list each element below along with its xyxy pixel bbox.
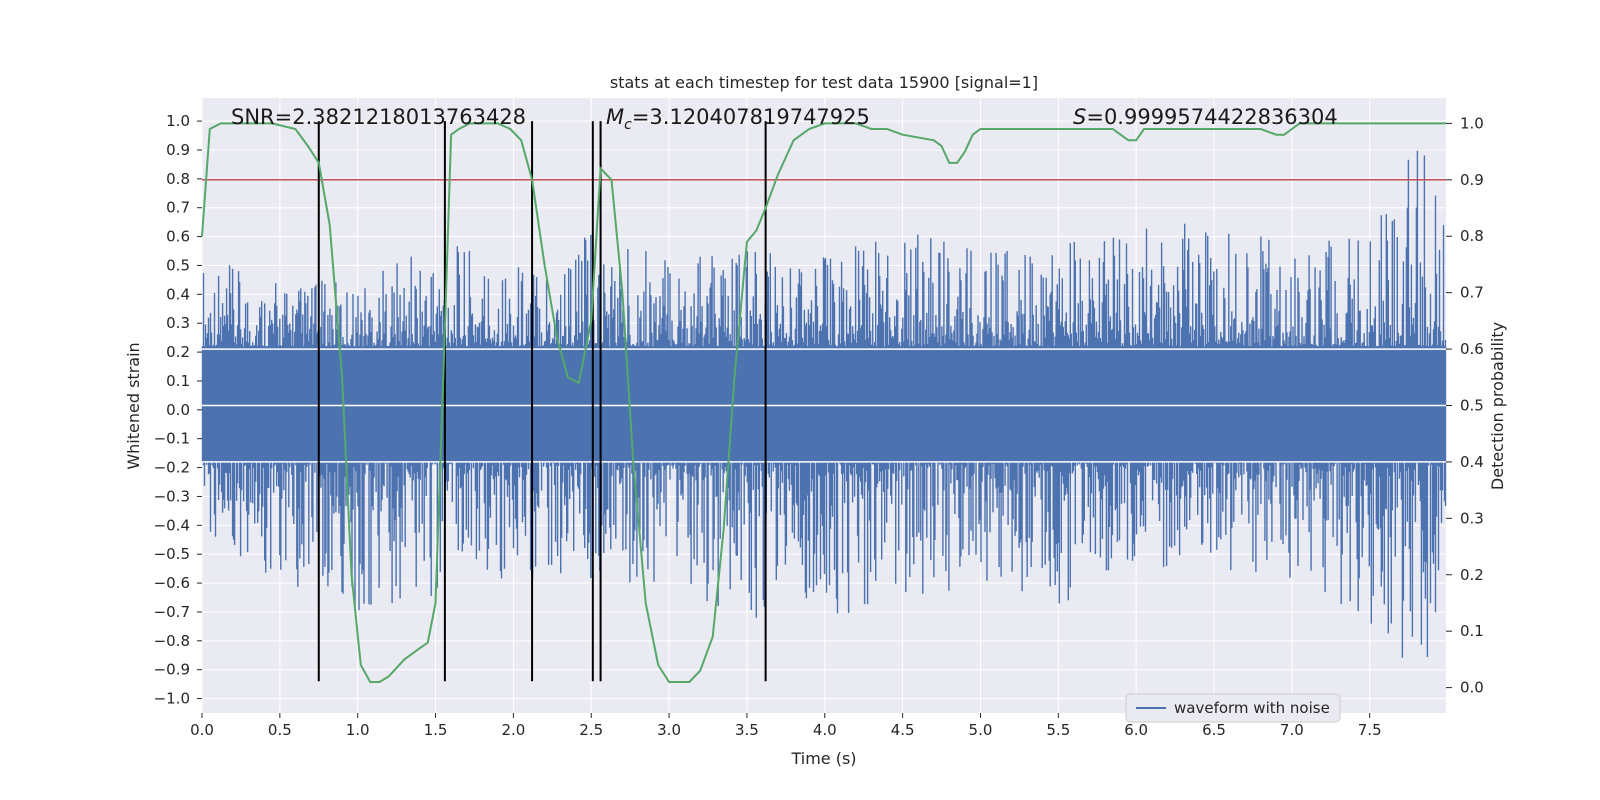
y-axis-label: Whitened strain: [124, 342, 143, 469]
legend: waveform with noise: [1125, 693, 1341, 723]
right-y-axis-label: Detection probability: [1488, 322, 1507, 490]
x-tick-label: 5.5: [1046, 721, 1070, 739]
chart-title: stats at each timestep for test data 159…: [610, 73, 1038, 92]
y-tick-label: 0.9: [166, 141, 190, 159]
y-tick-label: 0.2: [166, 343, 190, 361]
x-tick-label: 7.5: [1358, 721, 1382, 739]
y-tick-label: 0.4: [166, 285, 190, 303]
x-tick-label: 0.5: [268, 721, 292, 739]
detection-probability-series: [201, 122, 1446, 683]
right-y-tick-label: 0.2: [1460, 566, 1484, 584]
y-tick-label: 0.0: [166, 401, 190, 419]
x-axis-ticks: 0.0 0.5 1.0 1.5 2.0 2.5 3.0 3.5 4.0 4.5 5.0 5.5 6.0 6…: [190, 713, 1382, 739]
right-y-tick-label: 0.9: [1460, 171, 1484, 189]
noise-band-lines: [202, 348, 1446, 463]
legend-label: waveform with noise: [1174, 699, 1330, 717]
right-y-tick-label: 0.7: [1460, 284, 1484, 302]
y-axis-ticks: 1.0 0.9 0.8 0.7 0.6 0.5 0.4 0.3 0.2 0.1 0.0 −0.1 −0.…: [154, 112, 202, 708]
x-axis-label: Time (s): [790, 749, 856, 768]
waveform-series: [201, 150, 1447, 658]
y-tick-label: −1.0: [154, 690, 190, 708]
x-tick-label: 2.0: [501, 721, 525, 739]
x-tick-label: 3.0: [657, 721, 681, 739]
y-tick-label: −0.3: [154, 487, 190, 505]
y-tick-label: 0.5: [166, 256, 190, 274]
y-tick-label: 0.1: [166, 372, 190, 390]
y-tick-label: −0.1: [154, 430, 190, 448]
y-tick-label: −0.2: [154, 459, 190, 477]
snr-annotation: SNR=2.3821218013763428: [231, 105, 526, 129]
right-y-tick-label: 0.8: [1460, 227, 1484, 245]
right-y-tick-label: 0.3: [1460, 509, 1484, 527]
chirp-mass-subscript: c: [624, 117, 632, 133]
x-tick-label: 0.0: [190, 721, 214, 739]
right-y-tick-label: 1.0: [1460, 114, 1484, 132]
y-tick-label: −0.5: [154, 545, 190, 563]
right-y-tick-label: 0.6: [1460, 340, 1484, 358]
x-tick-label: 5.0: [969, 721, 993, 739]
legend-box: [1125, 693, 1341, 723]
score-annotation: S=0.9999574422836304: [1073, 105, 1338, 129]
right-y-axis-ticks: 1.0 0.9 0.8 0.7 0.6 0.5 0.4 0.3 0.2 0.1 0.0: [1446, 114, 1484, 697]
y-tick-label: −0.7: [154, 603, 190, 621]
score-value: =0.9999574422836304: [1086, 105, 1337, 129]
x-tick-label: 6.5: [1202, 721, 1226, 739]
y-tick-label: 1.0: [166, 112, 190, 130]
y-tick-label: −0.9: [154, 661, 190, 679]
x-tick-label: 3.5: [735, 721, 759, 739]
chirp-mass-value: =3.120407819747925: [632, 105, 870, 129]
chirp-mass-annotation: Mc=3.120407819747925: [606, 105, 870, 133]
detection-probability-line: [201, 122, 1446, 683]
right-y-tick-label: 0.5: [1460, 397, 1484, 415]
x-tick-label: 1.5: [424, 721, 448, 739]
chirp-mass-symbol: M: [606, 105, 624, 129]
right-y-tick-label: 0.0: [1460, 679, 1484, 697]
y-tick-label: −0.6: [154, 574, 190, 592]
y-tick-label: −0.8: [154, 632, 190, 650]
y-tick-label: −0.4: [154, 516, 190, 534]
y-tick-label: 0.8: [166, 170, 190, 188]
y-tick-label: 0.7: [166, 199, 190, 217]
right-y-tick-label: 0.4: [1460, 453, 1484, 471]
event-vertical-lines: [317, 121, 767, 682]
x-tick-label: 7.0: [1280, 721, 1304, 739]
x-tick-label: 4.5: [891, 721, 915, 739]
right-y-tick-label: 0.1: [1460, 622, 1484, 640]
x-tick-label: 4.0: [813, 721, 837, 739]
x-tick-label: 2.5: [579, 721, 603, 739]
x-tick-label: 6.0: [1124, 721, 1148, 739]
y-tick-label: 0.3: [166, 314, 190, 332]
x-tick-label: 1.0: [346, 721, 370, 739]
score-symbol: S: [1073, 105, 1086, 129]
y-tick-label: 0.6: [166, 228, 190, 246]
